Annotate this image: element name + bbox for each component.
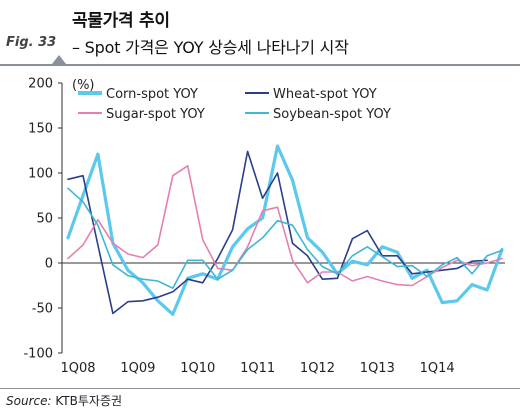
legend-label-1: Corn-spot YOY [106,87,198,102]
source-text: KTB투자증권 [55,394,123,408]
chart-title: 곡물가격 추이 [72,11,170,31]
y-tick-label: 200 [28,77,53,92]
x-tick-label: 1Q12 [300,361,335,376]
series-line-1 [66,144,504,316]
y-tick-label: 0 [45,257,53,272]
legend-label-3: Sugar-spot YOY [106,107,205,122]
source-note: Source: KTB투자증권 [6,392,122,409]
x-tick-label: 1Q10 [180,361,215,376]
x-tick-label: 1Q14 [420,361,455,376]
figure-label: Fig. 33 [6,35,57,50]
series-line-2 [67,150,488,315]
figure-header: Fig. 33 곡물가격 추이 – Spot 가격은 YOY 상승세 나타나기 … [0,0,524,72]
footer-divider [0,388,520,389]
line-chart: -100 -50 0 50 100 150 200 (%) 1Q08 1Q09 1Q10 1Q11 1Q… [23,77,505,376]
y-tick-label: -100 [23,347,53,362]
header-divider-notch [52,55,66,64]
y-tick-label: 50 [36,212,53,227]
y-axis-unit: (%) [72,78,95,93]
chart-subtitle: – Spot 가격은 YOY 상승세 나타나기 시작 [72,38,349,57]
series-line-3 [67,165,503,287]
legend-label-4: Soybean-spot YOY [273,107,391,122]
x-tick-label: 1Q09 [120,361,155,376]
y-tick-label: 100 [28,167,53,182]
legend-label-2: Wheat-spot YOY [273,87,377,102]
x-tick-label: 1Q11 [240,361,275,376]
y-tick-label: 150 [28,122,53,137]
series-line-4 [67,187,503,289]
header-divider [0,64,520,66]
x-tick-label: 1Q13 [360,361,395,376]
y-tick-label: -50 [32,302,53,317]
source-label: Source: [6,394,52,408]
x-tick-label: 1Q08 [60,361,95,376]
